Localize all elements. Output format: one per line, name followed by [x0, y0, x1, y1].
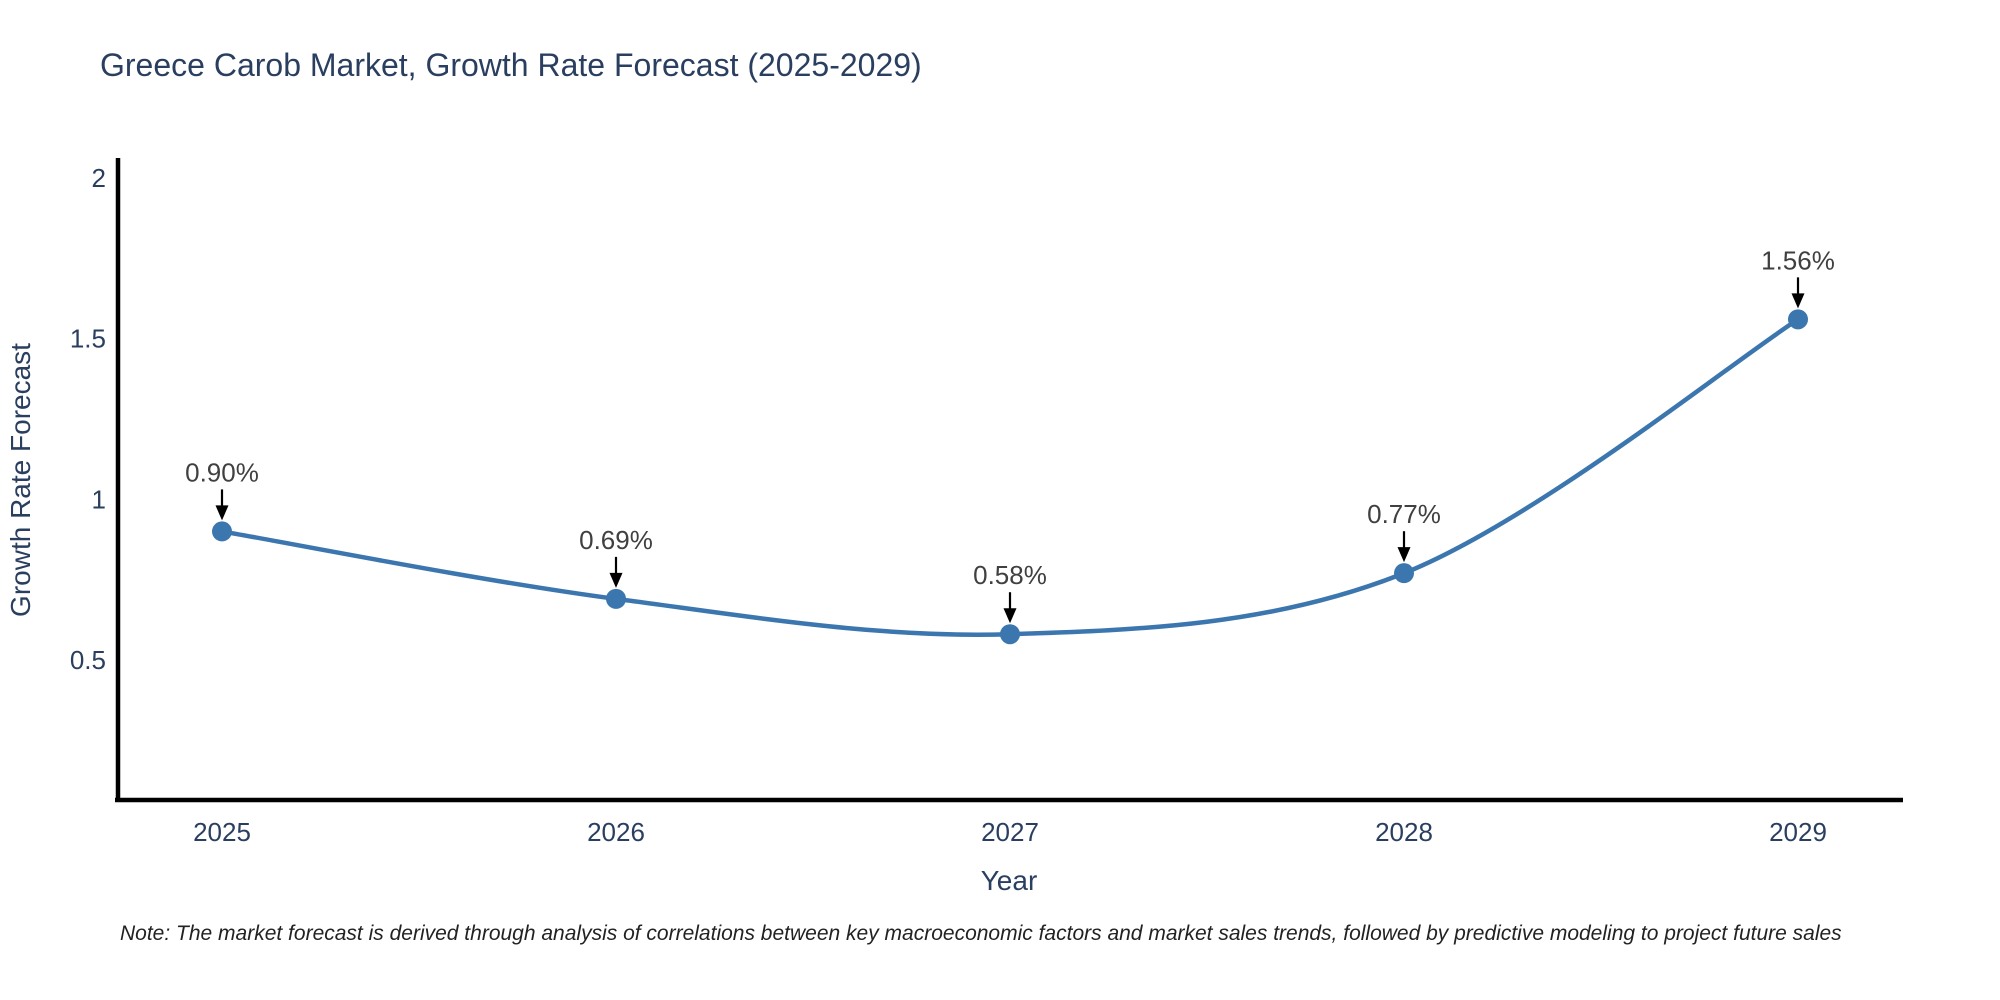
y-tick-label: 1.5: [70, 324, 106, 354]
annotation-arrowhead-icon: [1791, 293, 1805, 309]
x-tick-label: 2028: [1375, 817, 1433, 847]
data-point-marker[interactable]: [212, 521, 232, 542]
data-point-marker[interactable]: [606, 588, 626, 609]
x-axis-label: Year: [981, 865, 1038, 896]
y-tick-label: 0.5: [70, 645, 106, 675]
y-tick-label: 1: [92, 484, 106, 514]
annotation-arrowhead-icon: [1397, 547, 1411, 563]
y-axis: 0.5 1 1.5 2 Growth Rate Forecast: [5, 158, 121, 800]
data-point-label: 0.69%: [579, 525, 653, 555]
x-tick-label: 2027: [981, 817, 1039, 847]
data-point-marker[interactable]: [1000, 624, 1020, 645]
data-point-label: 0.90%: [185, 457, 259, 487]
y-tick-label: 2: [92, 163, 106, 193]
footnote: Note: The market forecast is derived thr…: [120, 922, 1842, 945]
chart-title: Greece Carob Market, Growth Rate Forecas…: [100, 47, 922, 83]
point-annotations: 0.90% 0.69% 0.58% 0.77% 1.56%: [185, 245, 1835, 624]
data-point-label: 0.77%: [1367, 499, 1441, 529]
x-axis-ticks: 2025 2026 2027 2028 2029: [193, 817, 1827, 847]
x-tick-label: 2025: [193, 817, 251, 847]
data-point-label: 0.58%: [973, 560, 1047, 590]
data-point-marker[interactable]: [1788, 309, 1808, 330]
x-tick-label: 2026: [587, 817, 645, 847]
annotation-arrowhead-icon: [609, 572, 623, 588]
data-point-label: 1.56%: [1761, 245, 1835, 275]
data-points: [212, 309, 1808, 645]
annotation-arrowhead-icon: [215, 505, 229, 521]
x-tick-label: 2029: [1769, 817, 1827, 847]
y-axis-ticks: 0.5 1 1.5 2: [70, 163, 106, 675]
annotation-arrowhead-icon: [1003, 608, 1017, 624]
data-point-marker[interactable]: [1394, 563, 1414, 584]
x-axis: 2025 2026 2027 2028 2029 Year: [115, 797, 1903, 896]
y-axis-label: Growth Rate Forecast: [5, 343, 36, 617]
